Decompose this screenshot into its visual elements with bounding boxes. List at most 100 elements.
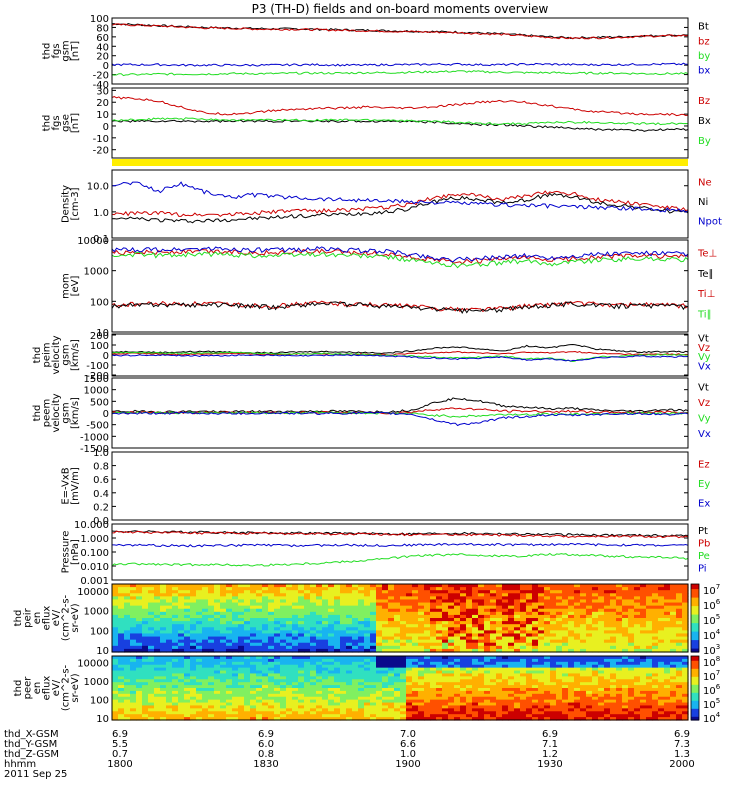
y-tick-label: -1000 (80, 432, 109, 443)
y-axis-label-line: thd (32, 347, 43, 364)
y-axis-label-line: fgs (51, 115, 62, 130)
panel-frame (111, 523, 689, 581)
legend-entry: Ey (698, 479, 710, 490)
y-axis-label-line: gse (61, 114, 72, 132)
y-tick-label: -10 (93, 134, 109, 145)
x-tick-label: 6.6 (400, 739, 416, 750)
y-axis-label: mom[eV] (61, 273, 82, 299)
y-axis-label-line: eV/ (51, 679, 62, 696)
y-tick-label: -100 (86, 361, 109, 372)
x-tick-label: 1930 (537, 759, 562, 770)
series-line-Bz (111, 96, 689, 117)
series-line-Vz (111, 350, 689, 356)
panel-frame (111, 169, 689, 239)
panel-frame (111, 17, 689, 85)
panel-frame (111, 333, 689, 377)
y-axis-label-line: sr-eV) (70, 673, 81, 702)
x-tick-label: 5.5 (112, 739, 128, 750)
y-axis-label-line: en (32, 682, 43, 695)
y-axis-label-line: peer (23, 676, 34, 700)
y-axis-label-line: [nT] (70, 41, 81, 61)
y-tick-label: 0.0 (93, 516, 109, 527)
y-tick-label: 10 (96, 646, 109, 657)
series-line-Npot (111, 181, 689, 213)
panels: thdfgsgsm[nT]100806040200-20-40Btbzbybxt… (13, 14, 722, 725)
y-tick-label: 10.0 (87, 182, 109, 193)
y-tick-label: 100 (90, 696, 109, 707)
y-axis-label: Pressure[nPa] (61, 531, 82, 574)
x-tick-label: 7.1 (542, 739, 558, 750)
y-axis-label-line: sr-eV) (70, 603, 81, 632)
y-tick-label: 0.4 (93, 489, 109, 500)
legend-entry: Bz (698, 96, 710, 107)
y-tick-label: 10 (96, 110, 109, 121)
legend-entry: Te⊥ (697, 248, 717, 259)
x-tick-label: 6.9 (674, 729, 690, 740)
legend-entry: Ti⊥ (697, 289, 715, 300)
series-line-bx (111, 62, 689, 67)
series-line-Ne (111, 190, 689, 218)
legend-entry: Pb (698, 538, 710, 549)
y-tick-label: 0 (103, 61, 109, 72)
spectrogram (112, 656, 689, 721)
series-line-Te⊥ (111, 300, 689, 313)
y-axis-label-line: [nPa] (70, 539, 81, 565)
y-tick-label: -40 (93, 80, 109, 91)
series-line-Vt (111, 397, 689, 414)
y-tick-label: 10 (96, 714, 109, 725)
x-tick-label: 2000 (669, 759, 694, 770)
legend-entry: Vx (698, 429, 711, 440)
y-tick-label: 100 (90, 341, 109, 352)
y-axis-label-line: thd (32, 405, 43, 422)
panel-pressure: Pressure[nPa]10.0001.0000.1000.0100.001P… (61, 520, 711, 587)
series-line-Ti∥ (111, 251, 689, 269)
x-tick-label: 6.9 (112, 729, 128, 740)
y-axis-label-line: (cm^2-s- (61, 594, 72, 641)
y-axis-label-line: eflux (42, 606, 53, 631)
legend-entry: Pi (698, 563, 707, 574)
y-axis-label-line: thd (13, 680, 24, 697)
y-axis-label-line: thd (42, 115, 53, 132)
series-line-Vx (111, 411, 689, 427)
legend-entry: Vt (698, 333, 709, 344)
x-tick-label: 0.8 (258, 749, 274, 760)
legend-entry: Ex (698, 498, 710, 509)
series-line-Vx (111, 354, 689, 362)
x-tick-label: 1830 (253, 759, 278, 770)
y-tick-label: -20 (93, 146, 109, 157)
legend-entry: Te∥ (697, 269, 714, 280)
colorbar-tick-label: 106 (703, 683, 721, 697)
plot-title: P3 (TH-D) fields and on-board moments ov… (252, 2, 549, 16)
x-tick-label: 0.7 (112, 749, 128, 760)
status-bar (112, 159, 688, 166)
legend-entry: Vy (698, 352, 711, 363)
panel-frame (111, 377, 689, 449)
colorbar-tick-label: 105 (703, 697, 720, 711)
legend-entry: Vx (698, 361, 711, 372)
y-tick-label: 0.010 (80, 562, 109, 573)
colorbar-tick-label: 104 (703, 628, 721, 642)
legend-entry: Vt (698, 382, 709, 393)
y-tick-label: 0.8 (93, 462, 109, 473)
series-line-Pi (112, 542, 689, 548)
legend-entry: Vz (698, 343, 710, 354)
y-tick-label: 10000 (77, 658, 109, 669)
y-tick-label: 20 (96, 52, 109, 63)
y-axis-label-line: mom (61, 273, 72, 299)
x-tick-label: 6.9 (258, 729, 274, 740)
panel-frame (111, 655, 689, 721)
y-tick-label: 60 (96, 33, 109, 44)
y-axis-label-line: [nT] (70, 113, 81, 133)
y-axis-label-line: [mV/m] (70, 467, 81, 505)
legend-entry: Npot (698, 216, 722, 227)
panel-peir_spec: thdpeirenefluxeV/(cm^2-s-sr-eV)100001000… (13, 583, 721, 657)
y-axis-label-line: en (32, 612, 43, 625)
y-tick-label: 100 (90, 297, 109, 308)
y-tick-label: 200 (90, 331, 109, 342)
